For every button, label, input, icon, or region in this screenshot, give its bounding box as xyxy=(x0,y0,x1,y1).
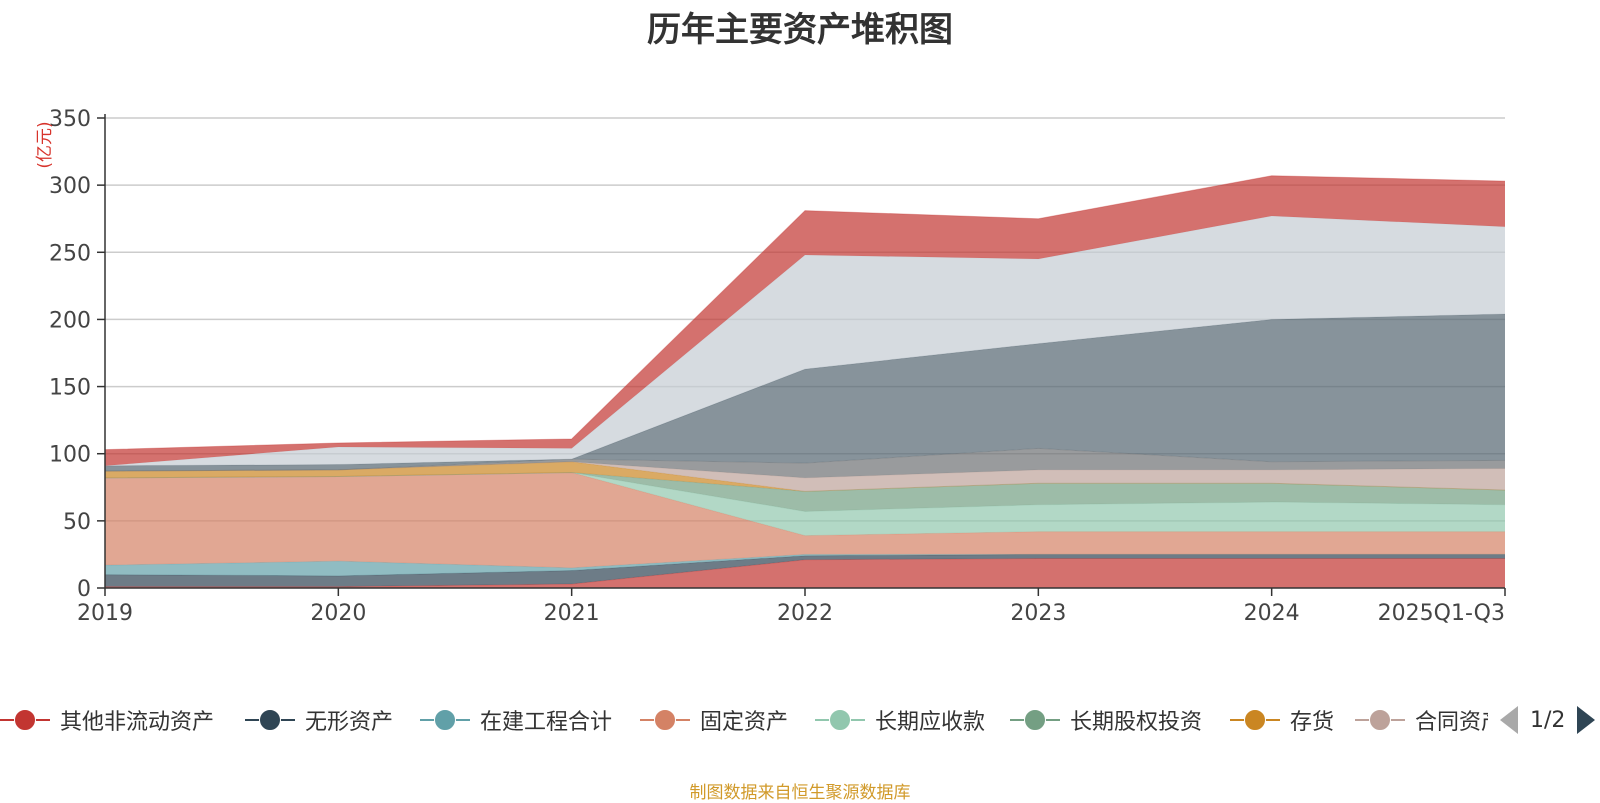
chart-title: 历年主要资产堆积图 xyxy=(647,10,953,50)
legend-label: 存货 xyxy=(1290,710,1335,735)
legend-next-page-icon[interactable] xyxy=(1577,706,1596,734)
legend-label: 无形资产 xyxy=(305,710,394,735)
legend: 其他非流动资产 无形资产 在建工程合计 固定资产 长期应收款 长期股权投资 存货 合同资产 1… xyxy=(0,700,1600,740)
y-tick-label: 150 xyxy=(49,376,91,401)
area-series-11[interactable] xyxy=(105,175,1505,466)
area-series-1[interactable] xyxy=(105,554,1505,587)
y-axis-unit-label: (亿元) xyxy=(35,121,55,168)
legend-label: 固定资产 xyxy=(700,710,789,735)
area-series-5[interactable] xyxy=(105,472,1505,512)
legend-marker-icon xyxy=(1230,700,1280,740)
y-tick-label: 0 xyxy=(77,577,91,602)
area-series-10[interactable] xyxy=(105,216,1505,466)
legend-marker-icon xyxy=(1355,700,1405,740)
area-series-line-2 xyxy=(104,553,1505,569)
legend-label: 长期股权投资 xyxy=(1070,710,1203,735)
legend-item[interactable]: 长期股权投资 xyxy=(1010,700,1202,740)
area-series-line-11 xyxy=(104,175,1506,451)
legend-marker-icon xyxy=(0,700,50,740)
legend-label: 在建工程合计 xyxy=(480,710,613,735)
x-tick-label: 2023 xyxy=(1010,601,1066,626)
y-tick-label: 200 xyxy=(49,308,91,333)
area-series-6[interactable] xyxy=(105,461,1505,492)
y-tick-label: 300 xyxy=(49,174,91,199)
y-tick-label: 250 xyxy=(49,241,91,266)
legend-label: 其他非流动资产 xyxy=(60,710,215,735)
x-tick-label: 2024 xyxy=(1244,601,1300,626)
area-series-3[interactable] xyxy=(105,472,1505,568)
legend-marker-icon xyxy=(1010,700,1060,740)
x-tick-label: 2019 xyxy=(77,601,133,626)
area-series-line-7 xyxy=(104,461,1506,479)
legend-item[interactable]: 无形资产 xyxy=(245,700,393,740)
area-series-2[interactable] xyxy=(105,554,1505,576)
x-tick-label: 2025Q1-Q3 xyxy=(1378,601,1505,626)
axes: 0 50 100 150 200 250 300 350 2019 2020 2021 2022 202… xyxy=(49,107,1506,626)
area-series-7[interactable] xyxy=(105,461,1505,492)
chart-plot: 0 50 100 150 200 250 300 350 2019 2020 2021 2022 202… xyxy=(35,107,1506,626)
legend-page-indicator: 1/2 xyxy=(1530,707,1566,733)
y-tick-label: 50 xyxy=(63,510,91,535)
legend-item[interactable]: 固定资产 xyxy=(640,700,788,740)
legend-item[interactable]: 在建工程合计 xyxy=(420,700,612,740)
legend-item[interactable]: 合同资产 xyxy=(1355,700,1503,740)
legend-label: 长期应收款 xyxy=(875,710,986,735)
y-tick-label: 100 xyxy=(49,443,91,468)
source-note: 制图数据来自恒生聚源数据库 xyxy=(689,783,911,803)
legend-pager: 1/2 xyxy=(1488,700,1600,740)
legend-item[interactable]: 其他非流动资产 xyxy=(0,700,214,740)
legend-marker-icon xyxy=(245,700,295,740)
legend-marker-icon xyxy=(640,700,690,740)
legend-item[interactable]: 存货 xyxy=(1230,700,1334,740)
area-series-0[interactable] xyxy=(105,558,1505,588)
area-series-4[interactable] xyxy=(105,472,1505,536)
x-tick-label: 2022 xyxy=(777,601,833,626)
legend-item[interactable]: 长期应收款 xyxy=(815,700,985,740)
x-tick-label: 2020 xyxy=(310,601,366,626)
y-tick-label: 350 xyxy=(49,107,91,132)
area-series-9[interactable] xyxy=(105,314,1505,472)
x-tick-label: 2021 xyxy=(544,601,600,626)
legend-marker-icon xyxy=(420,700,470,740)
area-series xyxy=(104,175,1506,588)
legend-prev-page-icon[interactable] xyxy=(1500,706,1518,734)
legend-marker-icon xyxy=(815,700,865,740)
